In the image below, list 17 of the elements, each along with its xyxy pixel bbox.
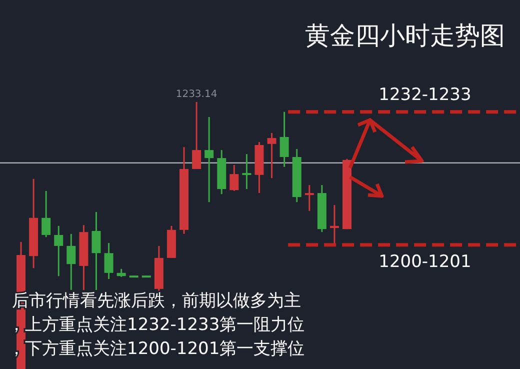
candlestick — [192, 101, 202, 170]
candlestick — [280, 111, 289, 168]
candlestick — [104, 242, 114, 280]
candlestick — [304, 184, 314, 212]
candlestick — [267, 132, 276, 179]
candlestick — [242, 153, 252, 190]
candlestick — [92, 211, 101, 291]
candlestick — [330, 204, 339, 245]
candlestick — [66, 233, 76, 291]
text: 黄金四小时走势图 — [305, 21, 505, 50]
candlestick — [204, 116, 214, 203]
candlestick — [54, 225, 64, 277]
text: 1200-1201 — [378, 252, 472, 272]
candlestick — [230, 164, 239, 192]
text: 1232-1233 — [378, 84, 472, 105]
text: 1233.14 — [176, 89, 218, 100]
candlestick — [42, 190, 51, 238]
